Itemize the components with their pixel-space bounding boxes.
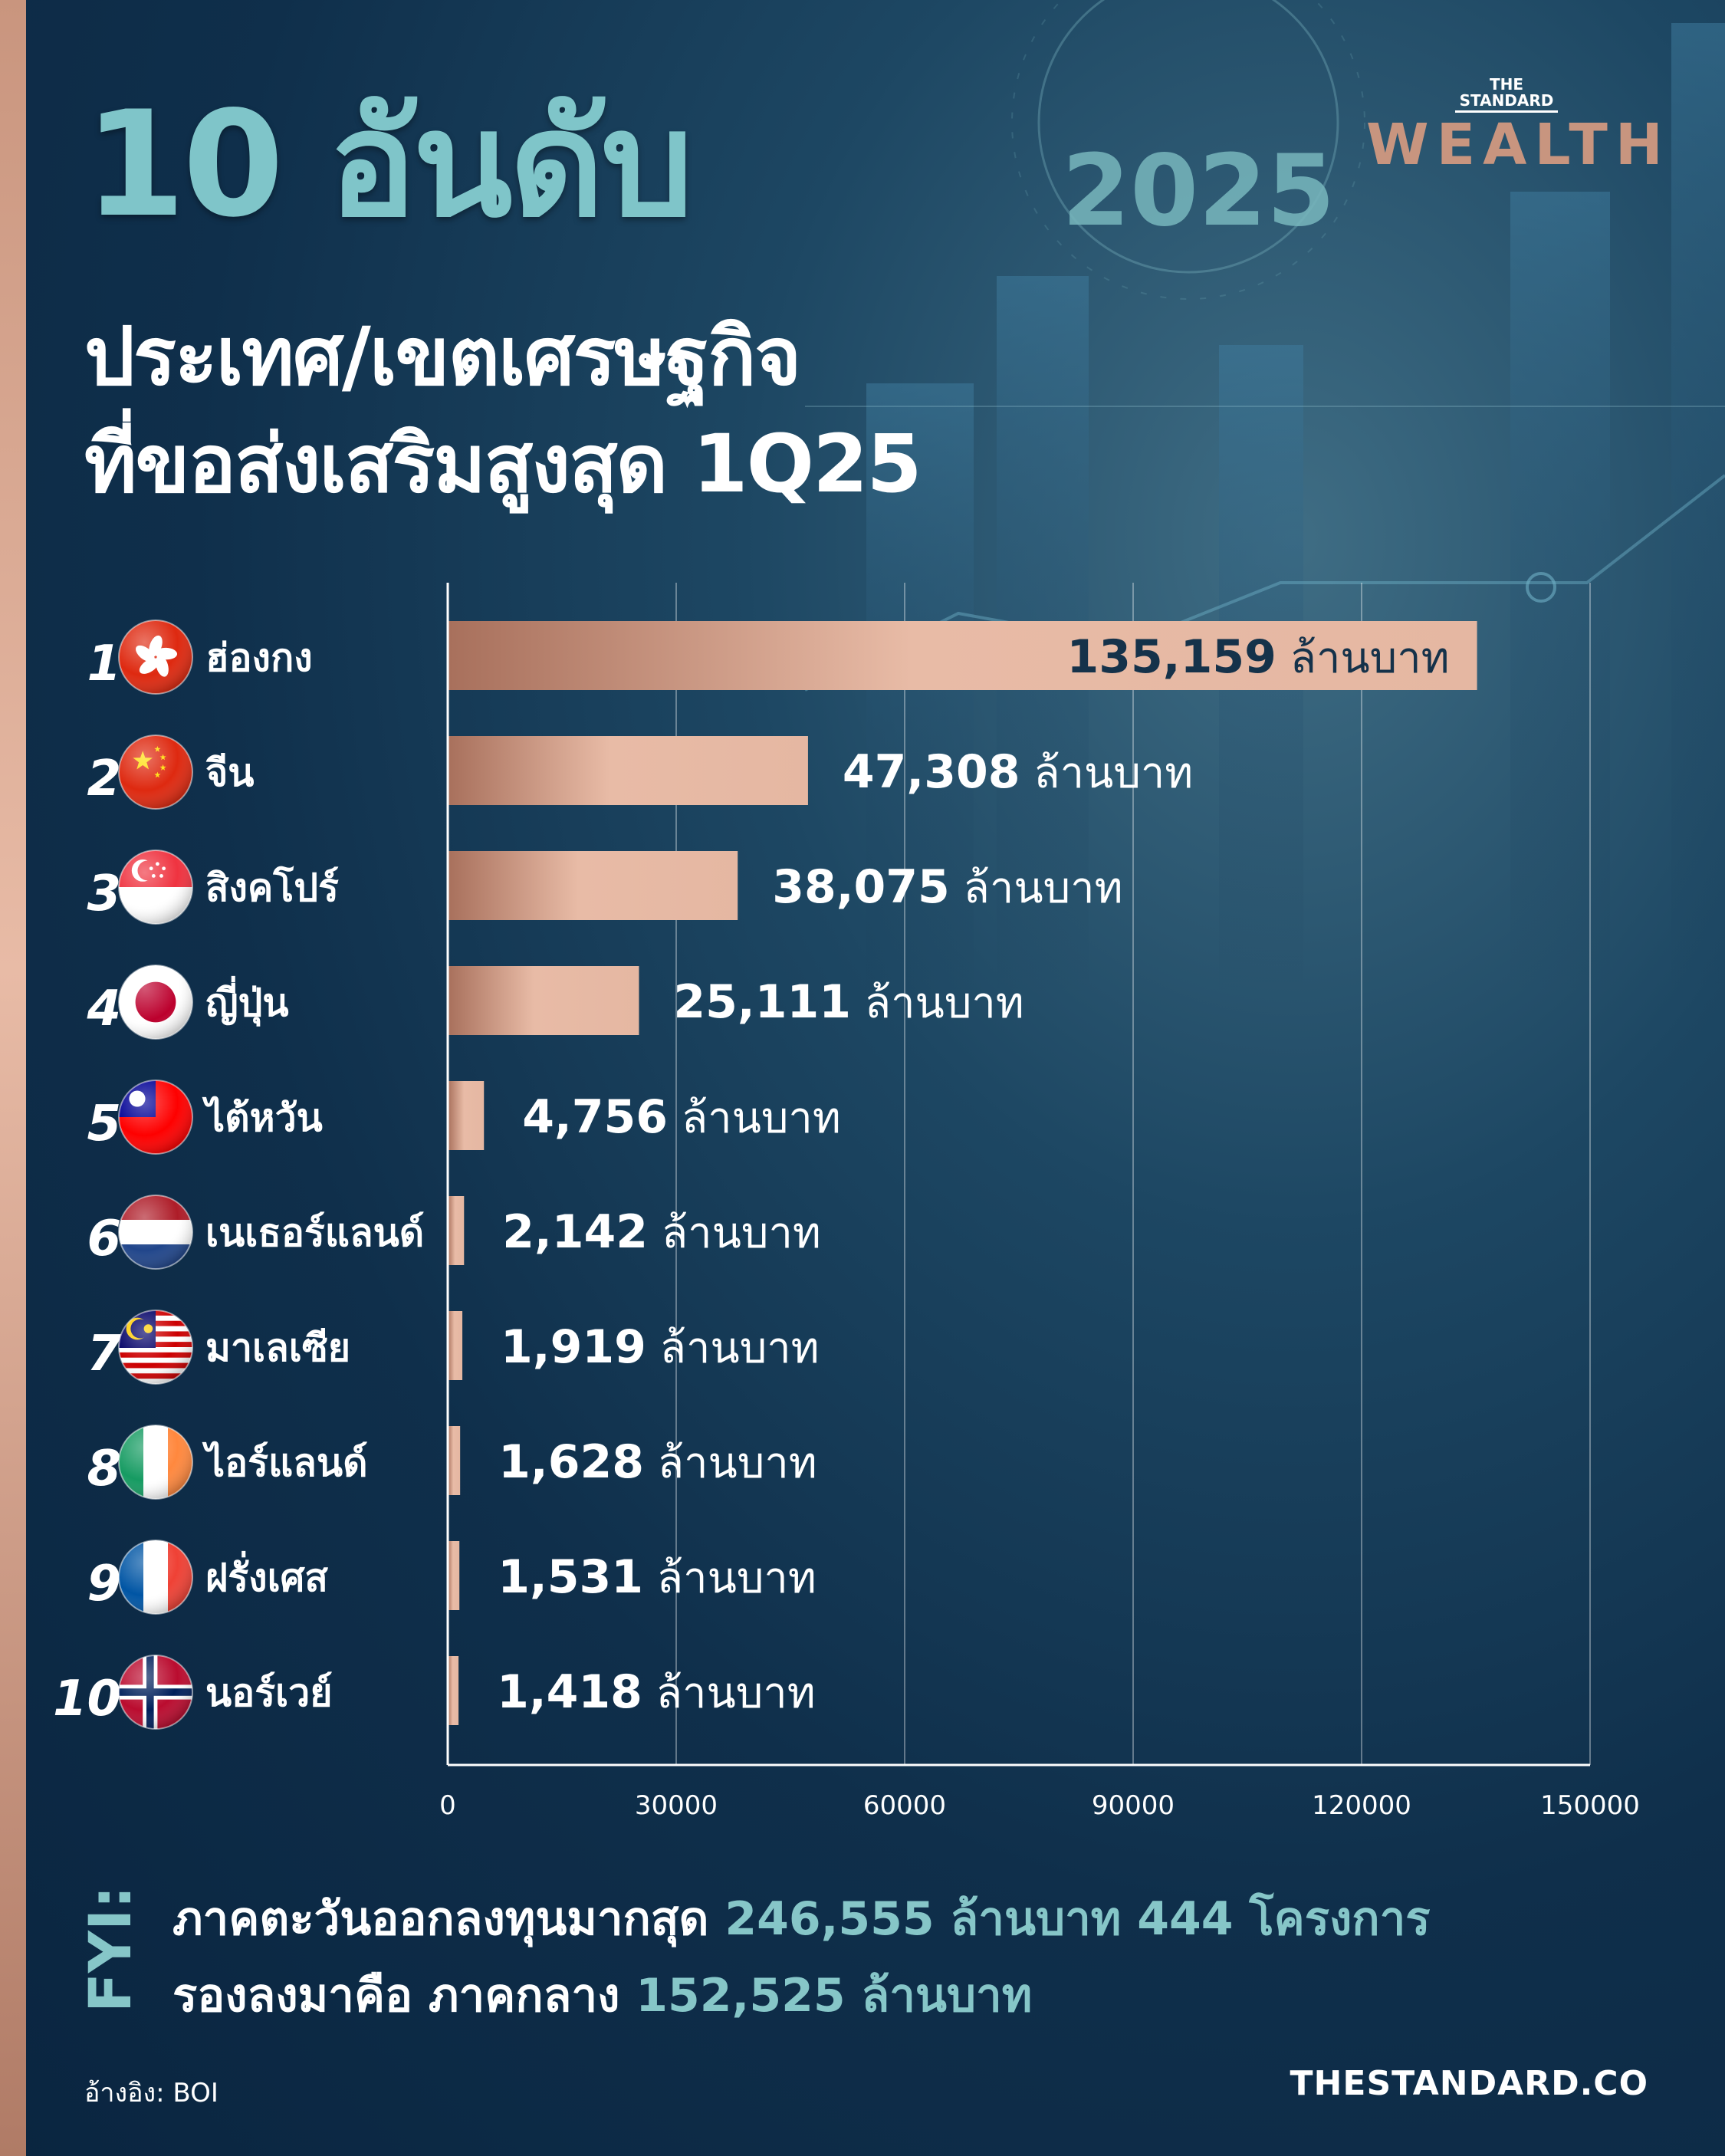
rank-number: 4 — [86, 981, 121, 1037]
fyi-line-1: ภาคตะวันออกลงทุนมากสุด 246,555 ล้านบาท 4… — [172, 1882, 1431, 1955]
china-flag-icon — [118, 735, 193, 810]
fyi-line-2: รองลงมาคือ ภาคกลาง 152,525 ล้านบาท — [172, 1959, 1032, 2032]
value-unit: ล้านบาท — [851, 978, 1024, 1028]
norway-flag-icon — [118, 1655, 193, 1730]
rank-number: 2 — [87, 751, 121, 807]
value-unit: ล้านบาท — [642, 1668, 816, 1718]
value-label: 1,531 ล้านบาท — [498, 1550, 816, 1604]
value-unit: ล้านบาท — [643, 1553, 816, 1603]
value-unit: ล้านบาท — [1276, 633, 1450, 683]
x-tick-label: 150000 — [1540, 1790, 1640, 1821]
rank-number: 8 — [87, 1441, 121, 1497]
value-unit: ล้านบาท — [668, 1093, 841, 1143]
value-number: 1,531 — [498, 1550, 643, 1604]
value-number: 25,111 — [673, 975, 851, 1029]
page-subtitle: ประเทศ/เขตเศรษฐกิจ ที่ขอส่งเสริมสูงสุด 1… — [84, 303, 922, 518]
value-number: 1,418 — [497, 1665, 642, 1719]
value-label: 1,919 ล้านบาท — [501, 1320, 820, 1374]
value-unit: ล้านบาท — [1020, 748, 1193, 798]
country-label: จีน — [205, 751, 254, 795]
singapore-flag-icon — [118, 850, 193, 925]
value-unit: ล้านบาท — [644, 1438, 817, 1488]
rank-number: 10 — [53, 1671, 121, 1727]
value-label: 135,159 ล้านบาท — [1067, 630, 1450, 684]
x-tick-label: 60000 — [863, 1790, 946, 1821]
page-title: 10 อันดับ — [84, 80, 694, 249]
rank-number: 9 — [87, 1556, 121, 1612]
value-label: 4,756 ล้านบาท — [522, 1090, 841, 1144]
value-label: 1,418 ล้านบาท — [497, 1665, 816, 1719]
country-label: สิงคโปร์ — [205, 865, 339, 910]
bar — [448, 621, 1477, 690]
ireland-flag-icon — [118, 1425, 193, 1500]
country-label: เนเธอร์แลนด์ — [205, 1211, 424, 1255]
subtitle-line-2: ที่ขอส่งเสริมสูงสุด 1Q25 — [84, 417, 922, 511]
bar — [448, 736, 808, 805]
bar — [448, 1426, 461, 1495]
rank-number: 1 — [87, 636, 121, 692]
bar — [448, 1541, 460, 1610]
taiwan-flag-icon — [118, 1080, 193, 1155]
rank-number: 5 — [87, 1096, 121, 1152]
subtitle-line-1: ประเทศ/เขตเศรษฐกิจ — [84, 310, 801, 403]
country-label: ฝรั่งเศส — [205, 1551, 328, 1600]
value-number: 1,919 — [501, 1320, 646, 1374]
brand-logo-wealth: WEALTH — [1366, 112, 1671, 178]
netherlands-flag-icon — [118, 1195, 193, 1270]
rank-number: 3 — [87, 866, 121, 922]
value-number: 1,628 — [498, 1435, 644, 1489]
country-label: ญี่ปุ่น — [205, 976, 289, 1027]
fyi-line-1-text: ภาคตะวันออกลงทุนมากสุด — [172, 1892, 709, 1946]
country-label: นอร์เวย์ — [205, 1671, 333, 1715]
hong-kong-flag-icon — [118, 620, 193, 695]
value-label: 2,142 ล้านบาท — [502, 1205, 821, 1259]
source-note: อ้างอิง: BOI — [84, 2078, 219, 2108]
fyi-line-2-text: รองลงมาคือ ภาคกลาง — [172, 1969, 620, 2023]
value-label: 38,075 ล้านบาท — [772, 860, 1122, 914]
value-unit: ล้านบาท — [646, 1323, 820, 1373]
fyi-label-text: FYI: — [86, 1886, 140, 2013]
year-label: 2025 — [1062, 134, 1336, 248]
x-tick-label: 90000 — [1092, 1790, 1175, 1821]
japan-flag-icon — [118, 965, 193, 1040]
country-label: ไต้หวัน — [202, 1096, 323, 1140]
value-unit: ล้านบาท — [950, 863, 1123, 913]
x-tick-label: 120000 — [1312, 1790, 1411, 1821]
value-number: 47,308 — [843, 745, 1020, 799]
rank-number: 6 — [87, 1211, 121, 1267]
value-number: 135,159 — [1067, 630, 1276, 684]
country-label: ฮ่องกง — [205, 636, 313, 680]
bar — [448, 1196, 465, 1265]
value-number: 4,756 — [522, 1090, 668, 1144]
bar — [448, 851, 738, 920]
country-label: มาเลเซีย — [205, 1326, 350, 1370]
brand-logo-small: THE STANDARD — [1449, 77, 1564, 113]
bar — [448, 966, 639, 1035]
value-number: 38,075 — [772, 860, 950, 914]
france-flag-icon — [118, 1540, 193, 1615]
brand-top-2: STANDARD — [1455, 93, 1558, 113]
fyi-line-1-highlight: 246,555 ล้านบาท 444 โครงการ — [724, 1892, 1431, 1946]
bar — [448, 1656, 459, 1725]
value-label: 25,111 ล้านบาท — [673, 975, 1024, 1029]
value-label: 1,628 ล้านบาท — [498, 1435, 817, 1489]
value-unit: ล้านบาท — [648, 1208, 821, 1258]
bar-chart: 1 ฮ่องกง 135,159 ล้านบาท 2 จีน 47,308 ล้านบาท… — [53, 620, 1640, 1821]
fyi-line-2-highlight: 152,525 ล้านบาท — [636, 1969, 1033, 2023]
brand-top-1: THE — [1489, 75, 1524, 94]
value-number: 2,142 — [502, 1205, 648, 1259]
left-accent-strip — [0, 0, 26, 2156]
rank-number: 7 — [87, 1326, 121, 1382]
value-label: 47,308 ล้านบาท — [843, 745, 1193, 799]
bar — [448, 1311, 463, 1380]
malaysia-flag-icon — [118, 1310, 193, 1385]
x-tick-label: 0 — [439, 1790, 456, 1821]
x-tick-label: 30000 — [635, 1790, 718, 1821]
country-label: ไอร์แลนด์ — [202, 1441, 368, 1485]
fyi-label: FYI: — [86, 1886, 140, 2013]
site-url: THESTANDARD.CO — [1290, 2064, 1648, 2103]
bar — [448, 1081, 485, 1150]
